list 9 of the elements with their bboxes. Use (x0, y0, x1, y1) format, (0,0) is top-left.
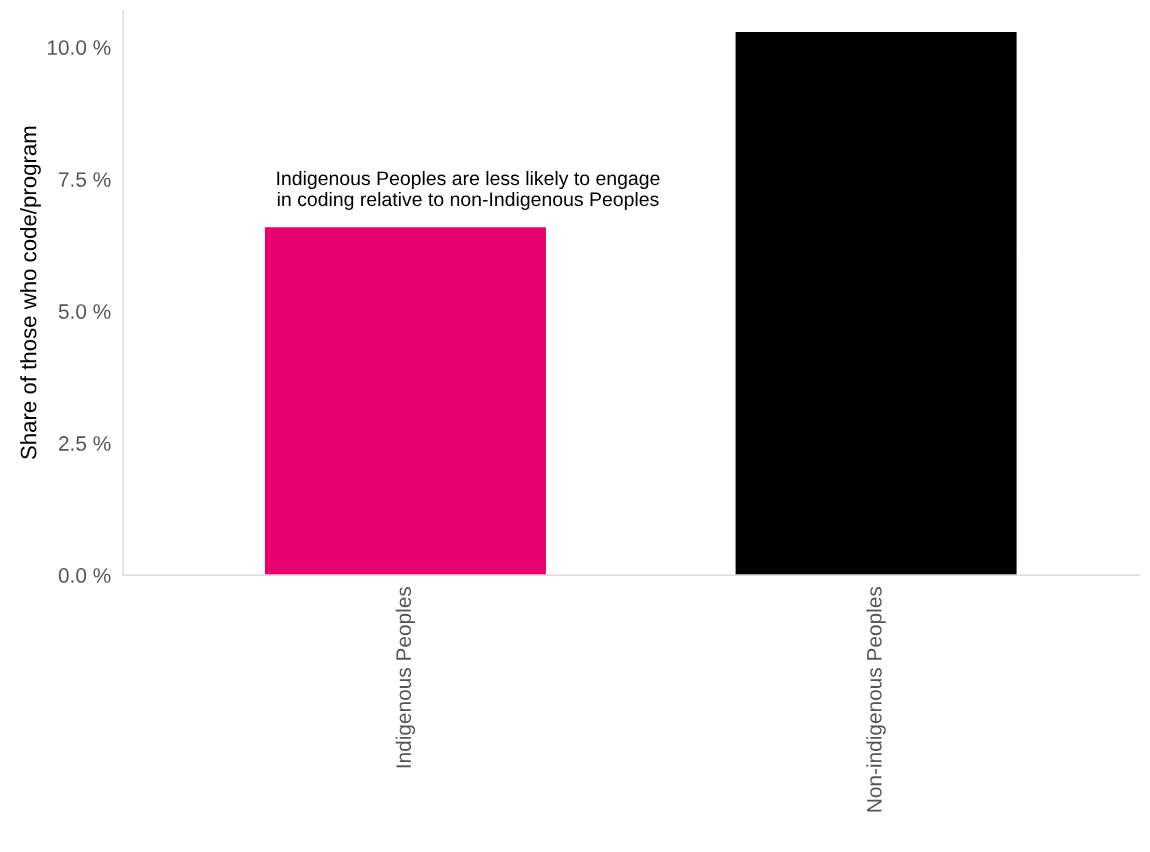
annotation: Indigenous Peoples are less likely to engage in coding relative to non-Indigenous Peoples (277, 170, 660, 211)
y-tick-label: 0.0 % (58, 568, 111, 583)
y-tick-label: 7.5 % (59, 172, 111, 187)
y-tick-label: 2.5 % (59, 436, 111, 451)
y-tick-label: 10.0 % (47, 40, 111, 55)
y-axis-title: Share of those who code/program (20, 126, 41, 460)
x-tick-label: Non-indigenous Peoples (866, 586, 886, 812)
x-tick-label: Indigenous Peoples (395, 586, 416, 768)
y-tick-label: 5.0 % (58, 304, 111, 319)
